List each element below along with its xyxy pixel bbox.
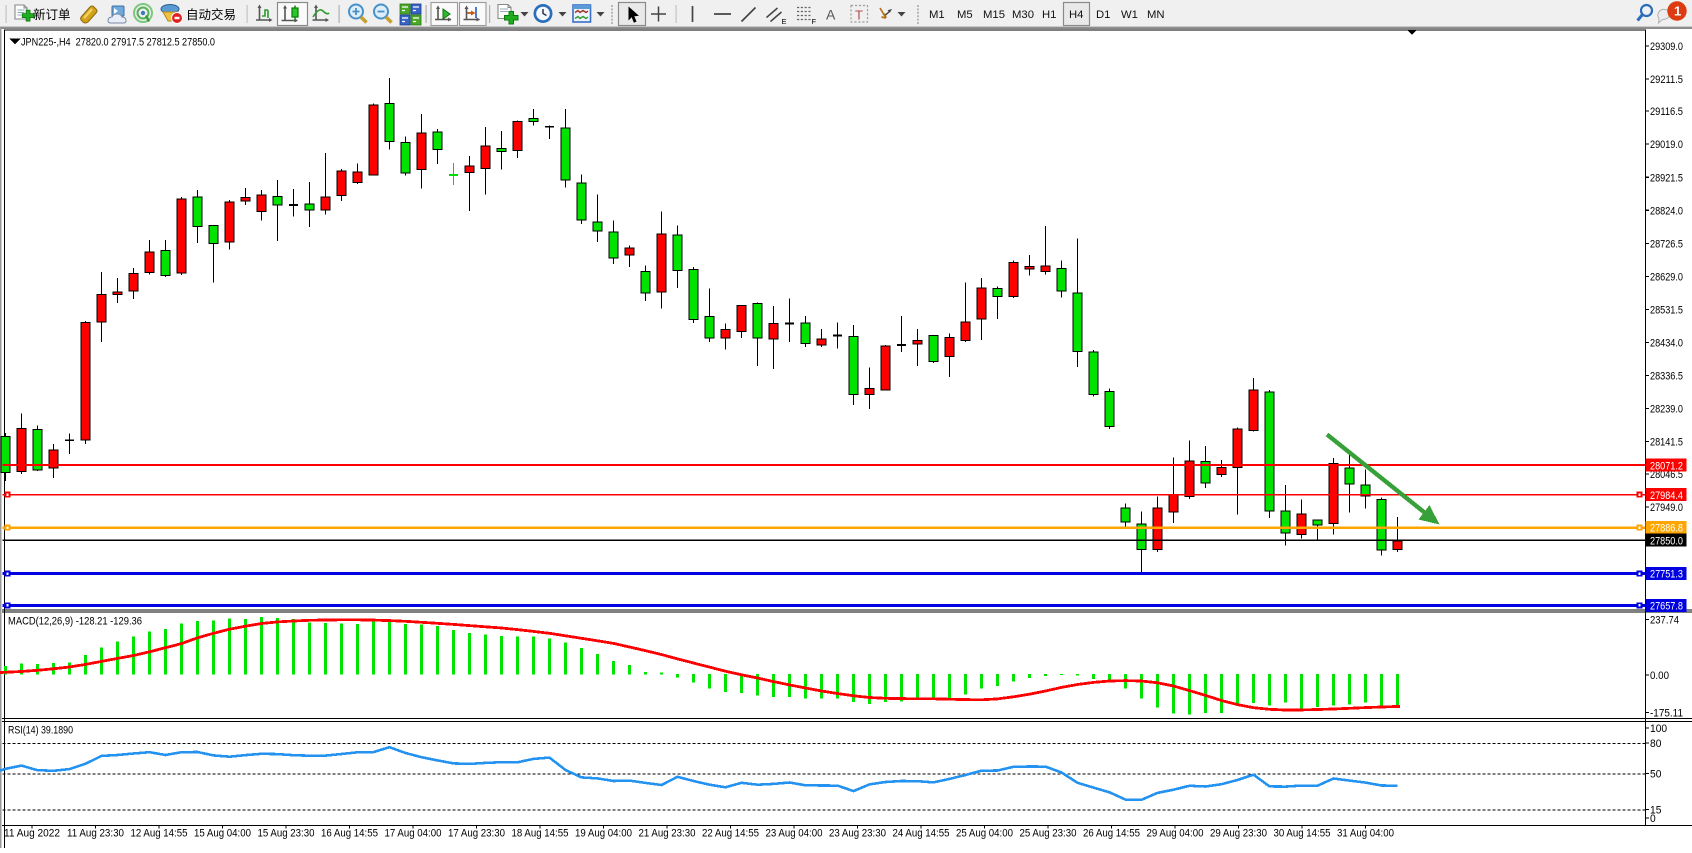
svg-text:27850.0: 27850.0 — [1650, 535, 1683, 547]
svg-text:237.74: 237.74 — [1650, 615, 1679, 627]
svg-text:D1: D1 — [1096, 9, 1110, 21]
svg-text:27984.4: 27984.4 — [1650, 490, 1683, 502]
svg-text:12 Aug 14:55: 12 Aug 14:55 — [131, 828, 188, 840]
svg-text:80: 80 — [1650, 738, 1661, 750]
svg-text:25 Aug 04:00: 25 Aug 04:00 — [956, 828, 1013, 840]
svg-text:1: 1 — [1674, 4, 1681, 19]
svg-text:M1: M1 — [929, 9, 945, 21]
svg-text:0.00: 0.00 — [1650, 670, 1669, 682]
svg-text:自动交易: 自动交易 — [186, 7, 236, 22]
svg-text:23 Aug 23:30: 23 Aug 23:30 — [829, 828, 886, 840]
svg-text:24 Aug 14:55: 24 Aug 14:55 — [893, 828, 950, 840]
svg-text:19 Aug 04:00: 19 Aug 04:00 — [575, 828, 632, 840]
svg-text:-175.11: -175.11 — [1650, 707, 1683, 719]
svg-text:27949.0: 27949.0 — [1650, 502, 1683, 514]
svg-text:16 Aug 14:55: 16 Aug 14:55 — [321, 828, 378, 840]
svg-text:17 Aug 04:00: 17 Aug 04:00 — [385, 828, 442, 840]
svg-text:MACD(12,26,9) -128.21 -129.36: MACD(12,26,9) -128.21 -129.36 — [8, 615, 142, 627]
svg-text:11 Aug 2022: 11 Aug 2022 — [4, 828, 60, 840]
svg-text:T: T — [855, 8, 863, 23]
svg-text:M15: M15 — [983, 9, 1005, 21]
svg-text:25 Aug 23:30: 25 Aug 23:30 — [1020, 828, 1077, 840]
svg-text:28071.2: 28071.2 — [1650, 460, 1683, 472]
svg-text:M5: M5 — [957, 9, 973, 21]
svg-text:JPN225-,H4 27820.0 27917.5 27: JPN225-,H4 27820.0 27917.5 27812.5 27850… — [21, 37, 215, 49]
svg-text:29116.5: 29116.5 — [1650, 106, 1683, 118]
svg-text:27751.3: 27751.3 — [1650, 569, 1683, 581]
svg-text:17 Aug 23:30: 17 Aug 23:30 — [448, 828, 505, 840]
svg-text:MN: MN — [1147, 9, 1165, 21]
svg-text:15: 15 — [1650, 805, 1661, 817]
svg-text:RSI(14) 39.1890: RSI(14) 39.1890 — [8, 725, 73, 737]
svg-text:29019.0: 29019.0 — [1650, 139, 1683, 151]
svg-text:100: 100 — [1650, 723, 1667, 735]
svg-text:50: 50 — [1650, 769, 1661, 781]
svg-text:15 Aug 23:30: 15 Aug 23:30 — [258, 828, 315, 840]
svg-text:0: 0 — [1650, 813, 1656, 825]
svg-text:29 Aug 23:30: 29 Aug 23:30 — [1210, 828, 1267, 840]
svg-text:26 Aug 14:55: 26 Aug 14:55 — [1083, 828, 1140, 840]
svg-text:28336.5: 28336.5 — [1650, 371, 1683, 383]
svg-text:H4: H4 — [1069, 9, 1083, 21]
svg-text:28434.0: 28434.0 — [1650, 338, 1683, 350]
svg-text:28824.0: 28824.0 — [1650, 205, 1683, 217]
svg-text:29 Aug 04:00: 29 Aug 04:00 — [1147, 828, 1204, 840]
svg-text:28726.5: 28726.5 — [1650, 238, 1683, 250]
svg-text:28046.5: 28046.5 — [1650, 469, 1683, 481]
svg-text:15 Aug 04:00: 15 Aug 04:00 — [194, 828, 251, 840]
svg-text:28141.5: 28141.5 — [1650, 437, 1683, 449]
svg-text:W1: W1 — [1121, 9, 1138, 21]
svg-text:M30: M30 — [1012, 9, 1034, 21]
svg-text:28239.0: 28239.0 — [1650, 404, 1683, 416]
svg-text:31 Aug 04:00: 31 Aug 04:00 — [1337, 828, 1394, 840]
svg-text:A: A — [826, 7, 836, 23]
svg-text:11 Aug 23:30: 11 Aug 23:30 — [67, 828, 124, 840]
svg-text:28921.5: 28921.5 — [1650, 172, 1683, 184]
svg-text:E: E — [782, 17, 787, 26]
svg-text:29309.0: 29309.0 — [1650, 41, 1683, 53]
svg-text:27657.8: 27657.8 — [1650, 601, 1683, 613]
svg-text:28629.0: 28629.0 — [1650, 272, 1683, 284]
svg-text:28531.5: 28531.5 — [1650, 305, 1683, 317]
svg-text:新订单: 新订单 — [33, 7, 71, 22]
svg-text:27886.8: 27886.8 — [1650, 523, 1683, 535]
svg-text:29211.5: 29211.5 — [1650, 74, 1683, 86]
svg-text:30 Aug 14:55: 30 Aug 14:55 — [1274, 828, 1331, 840]
svg-text:23 Aug 04:00: 23 Aug 04:00 — [766, 828, 823, 840]
svg-text:18 Aug 14:55: 18 Aug 14:55 — [512, 828, 569, 840]
svg-text:F: F — [812, 17, 817, 26]
svg-text:22 Aug 14:55: 22 Aug 14:55 — [702, 828, 759, 840]
svg-text:H1: H1 — [1042, 9, 1056, 21]
svg-text:21 Aug 23:30: 21 Aug 23:30 — [639, 828, 696, 840]
